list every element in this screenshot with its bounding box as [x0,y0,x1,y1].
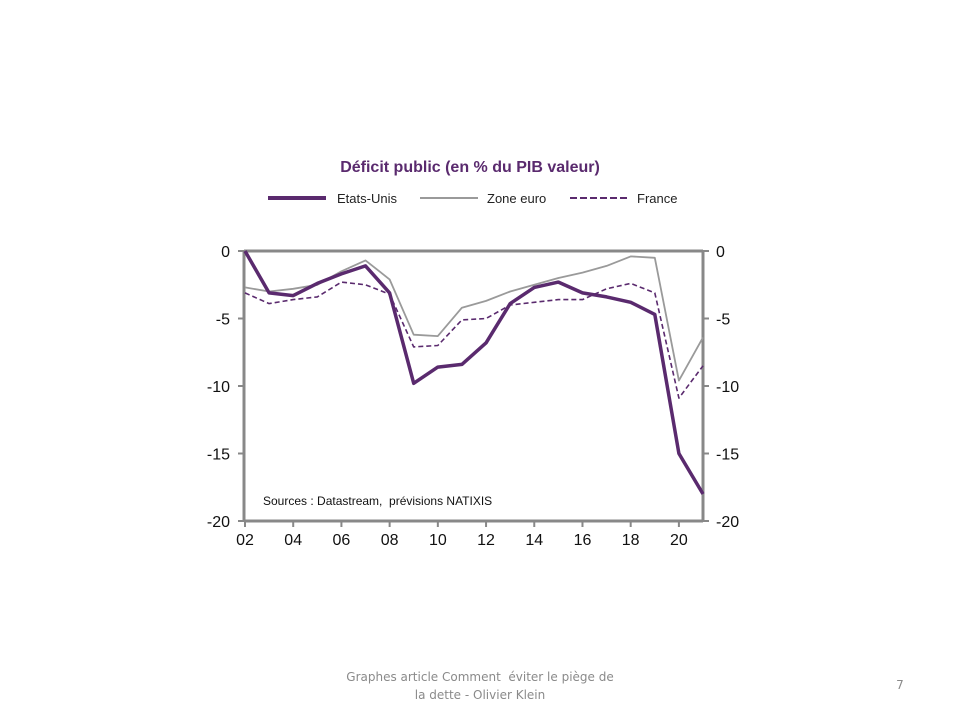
data-point-zone-euro [582,272,583,273]
data-point-france [317,296,318,297]
series-line-etats-unis [243,250,705,495]
x-ticks: 02 04 06 08 10 12 14 16 18 20 [236,521,688,549]
x-tick-label: 02 [236,532,254,549]
y-tick-label-right: -5 [716,312,730,329]
legend-label-zone-euro: Zone euro [487,191,546,206]
data-point-etats-unis [510,303,511,304]
data-point-france [293,299,294,300]
data-point-etats-unis [703,494,704,495]
data-point-etats-unis [582,292,583,293]
data-point-france [341,282,342,283]
data-point-zone-euro [413,334,414,335]
x-tick-label: 08 [381,532,399,549]
x-tick-label: 12 [477,532,495,549]
data-point-zone-euro [510,291,511,292]
legend-label-etats-unis: Etats-Unis [337,191,397,206]
y-tick-label-right: -20 [716,514,739,531]
y-tick-label-left: 0 [221,244,230,261]
x-tick-label: 14 [525,532,543,549]
data-point-france [365,284,366,285]
data-point-zone-euro [486,300,487,301]
data-point-zone-euro [630,256,631,257]
data-point-etats-unis [293,295,294,296]
data-point-zone-euro [293,288,294,289]
y-ticks-right: 0 -5 -10 -15 -20 [703,244,739,531]
data-point-zone-euro [558,278,559,279]
data-point-france [703,365,704,366]
data-point-etats-unis [365,265,366,266]
y-tick-label-left: -5 [216,312,230,329]
x-tick-label: 06 [333,532,351,549]
data-point-etats-unis [461,364,462,365]
data-point-france [486,318,487,319]
data-point-france [558,299,559,300]
data-point-france [413,346,414,347]
footer-line-1: Graphes article Comment éviter le piège … [346,670,614,684]
x-tick-label: 16 [574,532,592,549]
data-point-zone-euro [606,265,607,266]
x-tick-label: 18 [622,532,640,549]
y-tick-label-right: -15 [716,447,739,464]
data-point-etats-unis [678,453,679,454]
data-point-france [461,319,462,320]
data-point-zone-euro [245,287,246,288]
y-ticks-left: 0 -5 -10 -15 -20 [207,244,244,531]
series-layer [243,250,705,495]
y-tick-label-right: -10 [716,379,739,396]
data-point-zone-euro [389,279,390,280]
y-tick-label-left: -20 [207,514,230,531]
data-point-zone-euro [461,307,462,308]
data-point-zone-euro [341,271,342,272]
data-point-etats-unis [486,342,487,343]
data-point-etats-unis [413,383,414,384]
x-tick-label: 04 [284,532,302,549]
data-point-france [654,292,655,293]
data-point-france [630,283,631,284]
data-point-zone-euro [534,284,535,285]
data-point-etats-unis [317,283,318,284]
y-tick-label-left: -15 [207,447,230,464]
data-point-france [606,288,607,289]
data-point-etats-unis [389,292,390,293]
series-line-france [244,281,704,399]
data-point-france [678,398,679,399]
data-point-zone-euro [437,336,438,337]
data-point-zone-euro [365,260,366,261]
source-annotation: Sources : Datastream, prévisions NATIXIS [263,494,492,508]
data-point-france [269,303,270,304]
chart-title: Déficit public (en % du PIB valeur) [340,159,600,176]
data-point-etats-unis [534,287,535,288]
slide-footer: Graphes article Comment éviter le piège … [320,668,640,704]
data-point-etats-unis [654,314,655,315]
data-point-etats-unis [606,296,607,297]
y-tick-label-left: -10 [207,379,230,396]
data-point-etats-unis [630,302,631,303]
data-point-etats-unis [341,273,342,274]
data-point-france [582,299,583,300]
data-point-etats-unis [558,282,559,283]
data-point-etats-unis [245,251,246,252]
x-tick-label: 10 [429,532,447,549]
axes [242,249,705,523]
data-point-zone-euro [703,337,704,338]
footer-line-2: la dette - Olivier Klein [414,688,546,702]
data-point-france [534,302,535,303]
page-number: 7 [896,678,904,692]
data-point-france [437,345,438,346]
legend-label-france: France [637,191,677,206]
data-point-etats-unis [437,367,438,368]
y-tick-label-right: 0 [716,244,725,261]
data-point-zone-euro [654,257,655,258]
data-point-zone-euro [678,380,679,381]
x-tick-label: 20 [670,532,688,549]
legend: Etats-Unis Zone euro France [268,191,677,206]
data-point-etats-unis [269,292,270,293]
data-point-france [245,292,246,293]
